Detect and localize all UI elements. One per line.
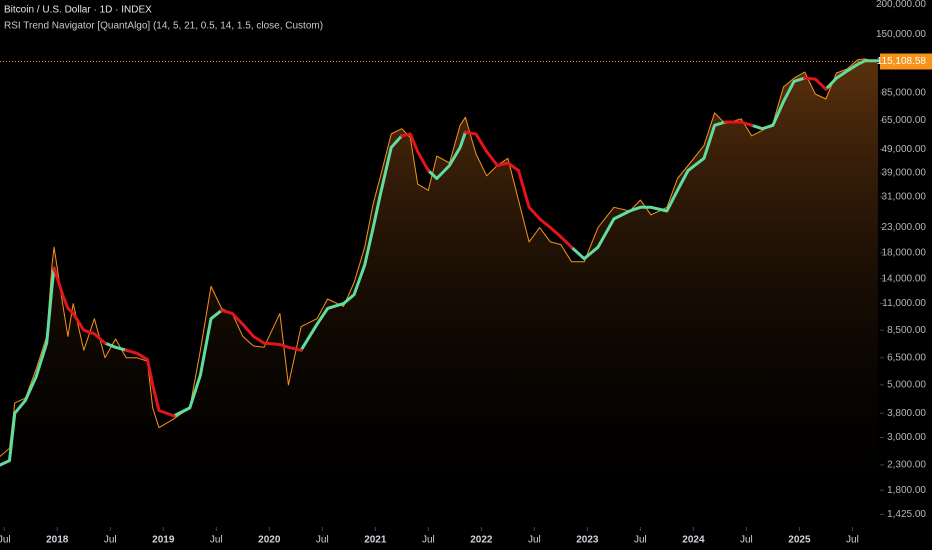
y-tick-label: 14,000.00 — [882, 273, 927, 284]
x-tick-label: Jul — [104, 535, 117, 546]
x-tick-label: Jul — [422, 535, 435, 546]
x-tick-label: Jul — [740, 535, 753, 546]
price-label: 115,108.58 — [877, 56, 927, 67]
y-tick-label: 65,000.00 — [882, 115, 927, 126]
y-tick-label: 31,000.00 — [882, 191, 927, 202]
trend-line — [52, 76, 828, 418]
y-tick-label: 11,000.00 — [882, 298, 926, 309]
x-tick-label: Jul — [210, 535, 223, 546]
y-tick-label: 3,800.00 — [887, 408, 926, 419]
y-tick-label: 8,500.00 — [887, 325, 926, 336]
x-tick-label: Jul — [316, 535, 329, 546]
y-tick-label: 1,800.00 — [887, 485, 926, 496]
y-tick-label: 1,425.00 — [887, 509, 926, 520]
x-tick-label: 2024 — [682, 535, 705, 546]
y-tick-label: 2,300.00 — [887, 460, 926, 471]
x-tick-label: Jul — [0, 535, 11, 546]
y-tick-label: 23,000.00 — [882, 222, 927, 233]
chart-subtitle: RSI Trend Navigator [QuantAlgo] (14, 5, … — [4, 21, 323, 32]
y-tick-label: 3,000.00 — [887, 432, 926, 443]
price-line — [0, 58, 879, 457]
x-tick-label: 2019 — [152, 535, 175, 546]
chart-title: Bitcoin / U.S. Dollar · 1D · INDEX — [4, 5, 152, 16]
y-tick-label: 5,000.00 — [887, 380, 926, 391]
price-area — [0, 58, 878, 528]
x-tick-label: 2021 — [364, 535, 387, 546]
y-tick-label: 49,000.00 — [882, 144, 927, 155]
x-tick-label: 2020 — [258, 535, 281, 546]
x-tick-label: 2018 — [46, 535, 69, 546]
x-tick-label: Jul — [634, 535, 647, 546]
price-label-box — [880, 53, 932, 70]
x-tick-label: Jul — [528, 535, 541, 546]
x-tick-label: 2023 — [576, 535, 599, 546]
x-tick-label: 2022 — [470, 535, 493, 546]
x-tick-label: Jul — [846, 535, 859, 546]
y-tick-label: 39,000.00 — [882, 168, 927, 179]
trend-line — [0, 59, 880, 467]
y-tick-label: 6,500.00 — [887, 352, 926, 363]
y-tick-label: 85,000.00 — [882, 87, 927, 98]
y-tick-label: 150,000.00 — [876, 29, 926, 40]
y-tick-label: 18,000.00 — [882, 247, 927, 258]
x-tick-label: 2025 — [788, 535, 811, 546]
y-tick-label: 200,000.00 — [876, 0, 926, 10]
